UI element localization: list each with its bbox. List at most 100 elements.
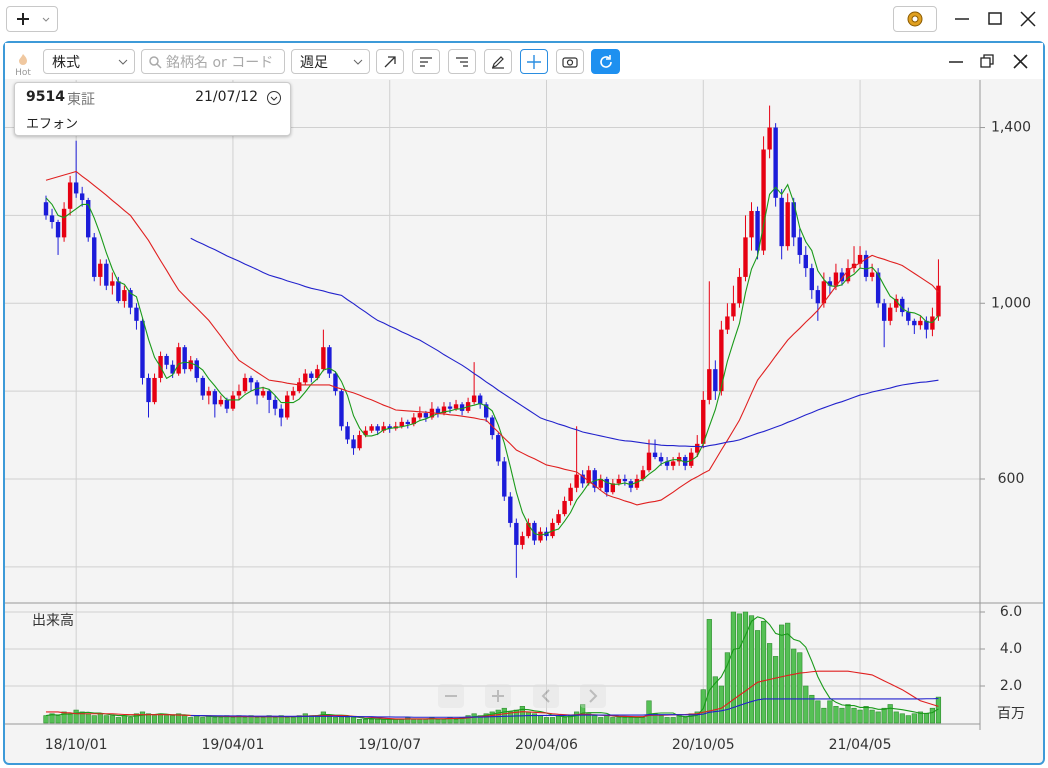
- candle-body: [574, 474, 579, 488]
- candle-body: [634, 478, 640, 488]
- stock-name: エフォン: [26, 117, 79, 132]
- volume-bar: [604, 715, 610, 724]
- settings-button[interactable]: [893, 6, 937, 32]
- volume-bar: [194, 715, 200, 724]
- volume-bar: [369, 718, 375, 724]
- close-button[interactable]: [1020, 11, 1036, 27]
- candle-body: [767, 127, 772, 150]
- volume-bar: [616, 717, 622, 724]
- volume-bar: [586, 713, 592, 724]
- add-button[interactable]: [6, 6, 58, 32]
- candle-body: [411, 417, 417, 425]
- candle-body: [785, 202, 790, 247]
- candle-body: [701, 399, 706, 444]
- candle-body: [248, 377, 254, 383]
- candle-body: [67, 182, 73, 209]
- volume-bar: [549, 717, 556, 724]
- candle-body: [459, 404, 465, 411]
- volume-bar: [839, 707, 845, 724]
- candle-body: [152, 377, 157, 403]
- candle-body: [845, 268, 851, 282]
- panel-restore[interactable]: [980, 54, 994, 68]
- next-button[interactable]: [580, 684, 606, 708]
- volume-bar: [103, 715, 109, 724]
- volume-bar: [507, 711, 513, 724]
- volume-bar: [658, 715, 664, 724]
- volume-bar: [91, 715, 97, 724]
- volume-bar: [592, 715, 598, 724]
- volume-bar: [296, 715, 302, 724]
- volume-bar: [200, 717, 206, 724]
- volume-unit: 百万: [997, 706, 1025, 722]
- candle-body: [682, 457, 688, 466]
- moving-average-line: [45, 170, 939, 506]
- volume-bar: [115, 717, 121, 724]
- stock-code: 9514: [26, 89, 65, 105]
- candle-body: [73, 182, 79, 194]
- candle-body: [797, 237, 802, 255]
- prev-button[interactable]: [533, 684, 559, 708]
- candle-body: [646, 452, 652, 471]
- volume-bar: [809, 694, 815, 724]
- candle-body: [514, 522, 519, 545]
- x-tick-label: 19/04/01: [201, 737, 264, 753]
- moving-average-line: [190, 237, 939, 448]
- volume-bar: [875, 711, 881, 724]
- volume-bar: [537, 715, 544, 724]
- volume-bar: [356, 718, 363, 724]
- market-select[interactable]: 株式: [43, 49, 135, 74]
- candle-body: [888, 307, 893, 321]
- candle-body: [200, 377, 205, 396]
- volume-bar: [742, 611, 749, 724]
- volume-bar: [49, 713, 55, 724]
- align-left-button[interactable]: [412, 49, 440, 74]
- exchange: 東証: [67, 92, 95, 108]
- crosshair-button[interactable]: [520, 49, 548, 74]
- candle-body: [755, 211, 760, 251]
- volume-bar: [893, 711, 899, 724]
- volume-bar: [543, 717, 550, 724]
- maximize-button[interactable]: [988, 12, 1002, 25]
- volume-bar: [164, 715, 170, 724]
- refresh-button[interactable]: [591, 49, 620, 74]
- screenshot-button[interactable]: [556, 49, 584, 74]
- volume-bar: [646, 700, 652, 724]
- search-box[interactable]: 銘柄名 or コード: [141, 49, 285, 74]
- candle-body: [592, 470, 597, 488]
- expand-button[interactable]: [266, 90, 282, 106]
- x-tick-label: 20/04/06: [515, 737, 578, 753]
- candle-body: [869, 272, 875, 277]
- candle-body: [351, 439, 356, 449]
- volume-bar: [815, 700, 821, 724]
- candle-body: [839, 272, 845, 282]
- volume-bar: [139, 711, 146, 724]
- volume-bar: [598, 717, 604, 724]
- candle-body: [363, 430, 368, 436]
- volume-bar: [344, 717, 351, 724]
- volume-bar: [302, 713, 308, 724]
- candle-body: [508, 496, 513, 523]
- panel-close[interactable]: [1013, 54, 1028, 69]
- volume-bar: [399, 718, 405, 724]
- volume-bar: [362, 718, 369, 724]
- period-select[interactable]: 週足: [291, 49, 370, 74]
- x-tick-label: 19/10/07: [358, 737, 421, 753]
- volume-bar: [718, 685, 724, 724]
- zoom-in-button[interactable]: [485, 684, 511, 708]
- volume-bar: [350, 717, 357, 724]
- align-right-button[interactable]: [448, 49, 476, 74]
- candle-body: [182, 347, 187, 370]
- volume-bar: [501, 707, 507, 724]
- volume-bar: [284, 717, 290, 724]
- search-icon: [149, 55, 162, 69]
- volume-bar: [85, 713, 91, 724]
- hot-label: Hot: [15, 68, 31, 78]
- draw-button[interactable]: [484, 49, 512, 74]
- zoom-out-button[interactable]: [438, 684, 464, 708]
- candle-body: [610, 483, 616, 493]
- candle-body: [918, 320, 923, 326]
- candle-body: [116, 281, 121, 302]
- trend-tool-button[interactable]: [376, 49, 404, 74]
- hot-button[interactable]: Hot: [10, 50, 36, 78]
- volume-bar: [405, 717, 411, 724]
